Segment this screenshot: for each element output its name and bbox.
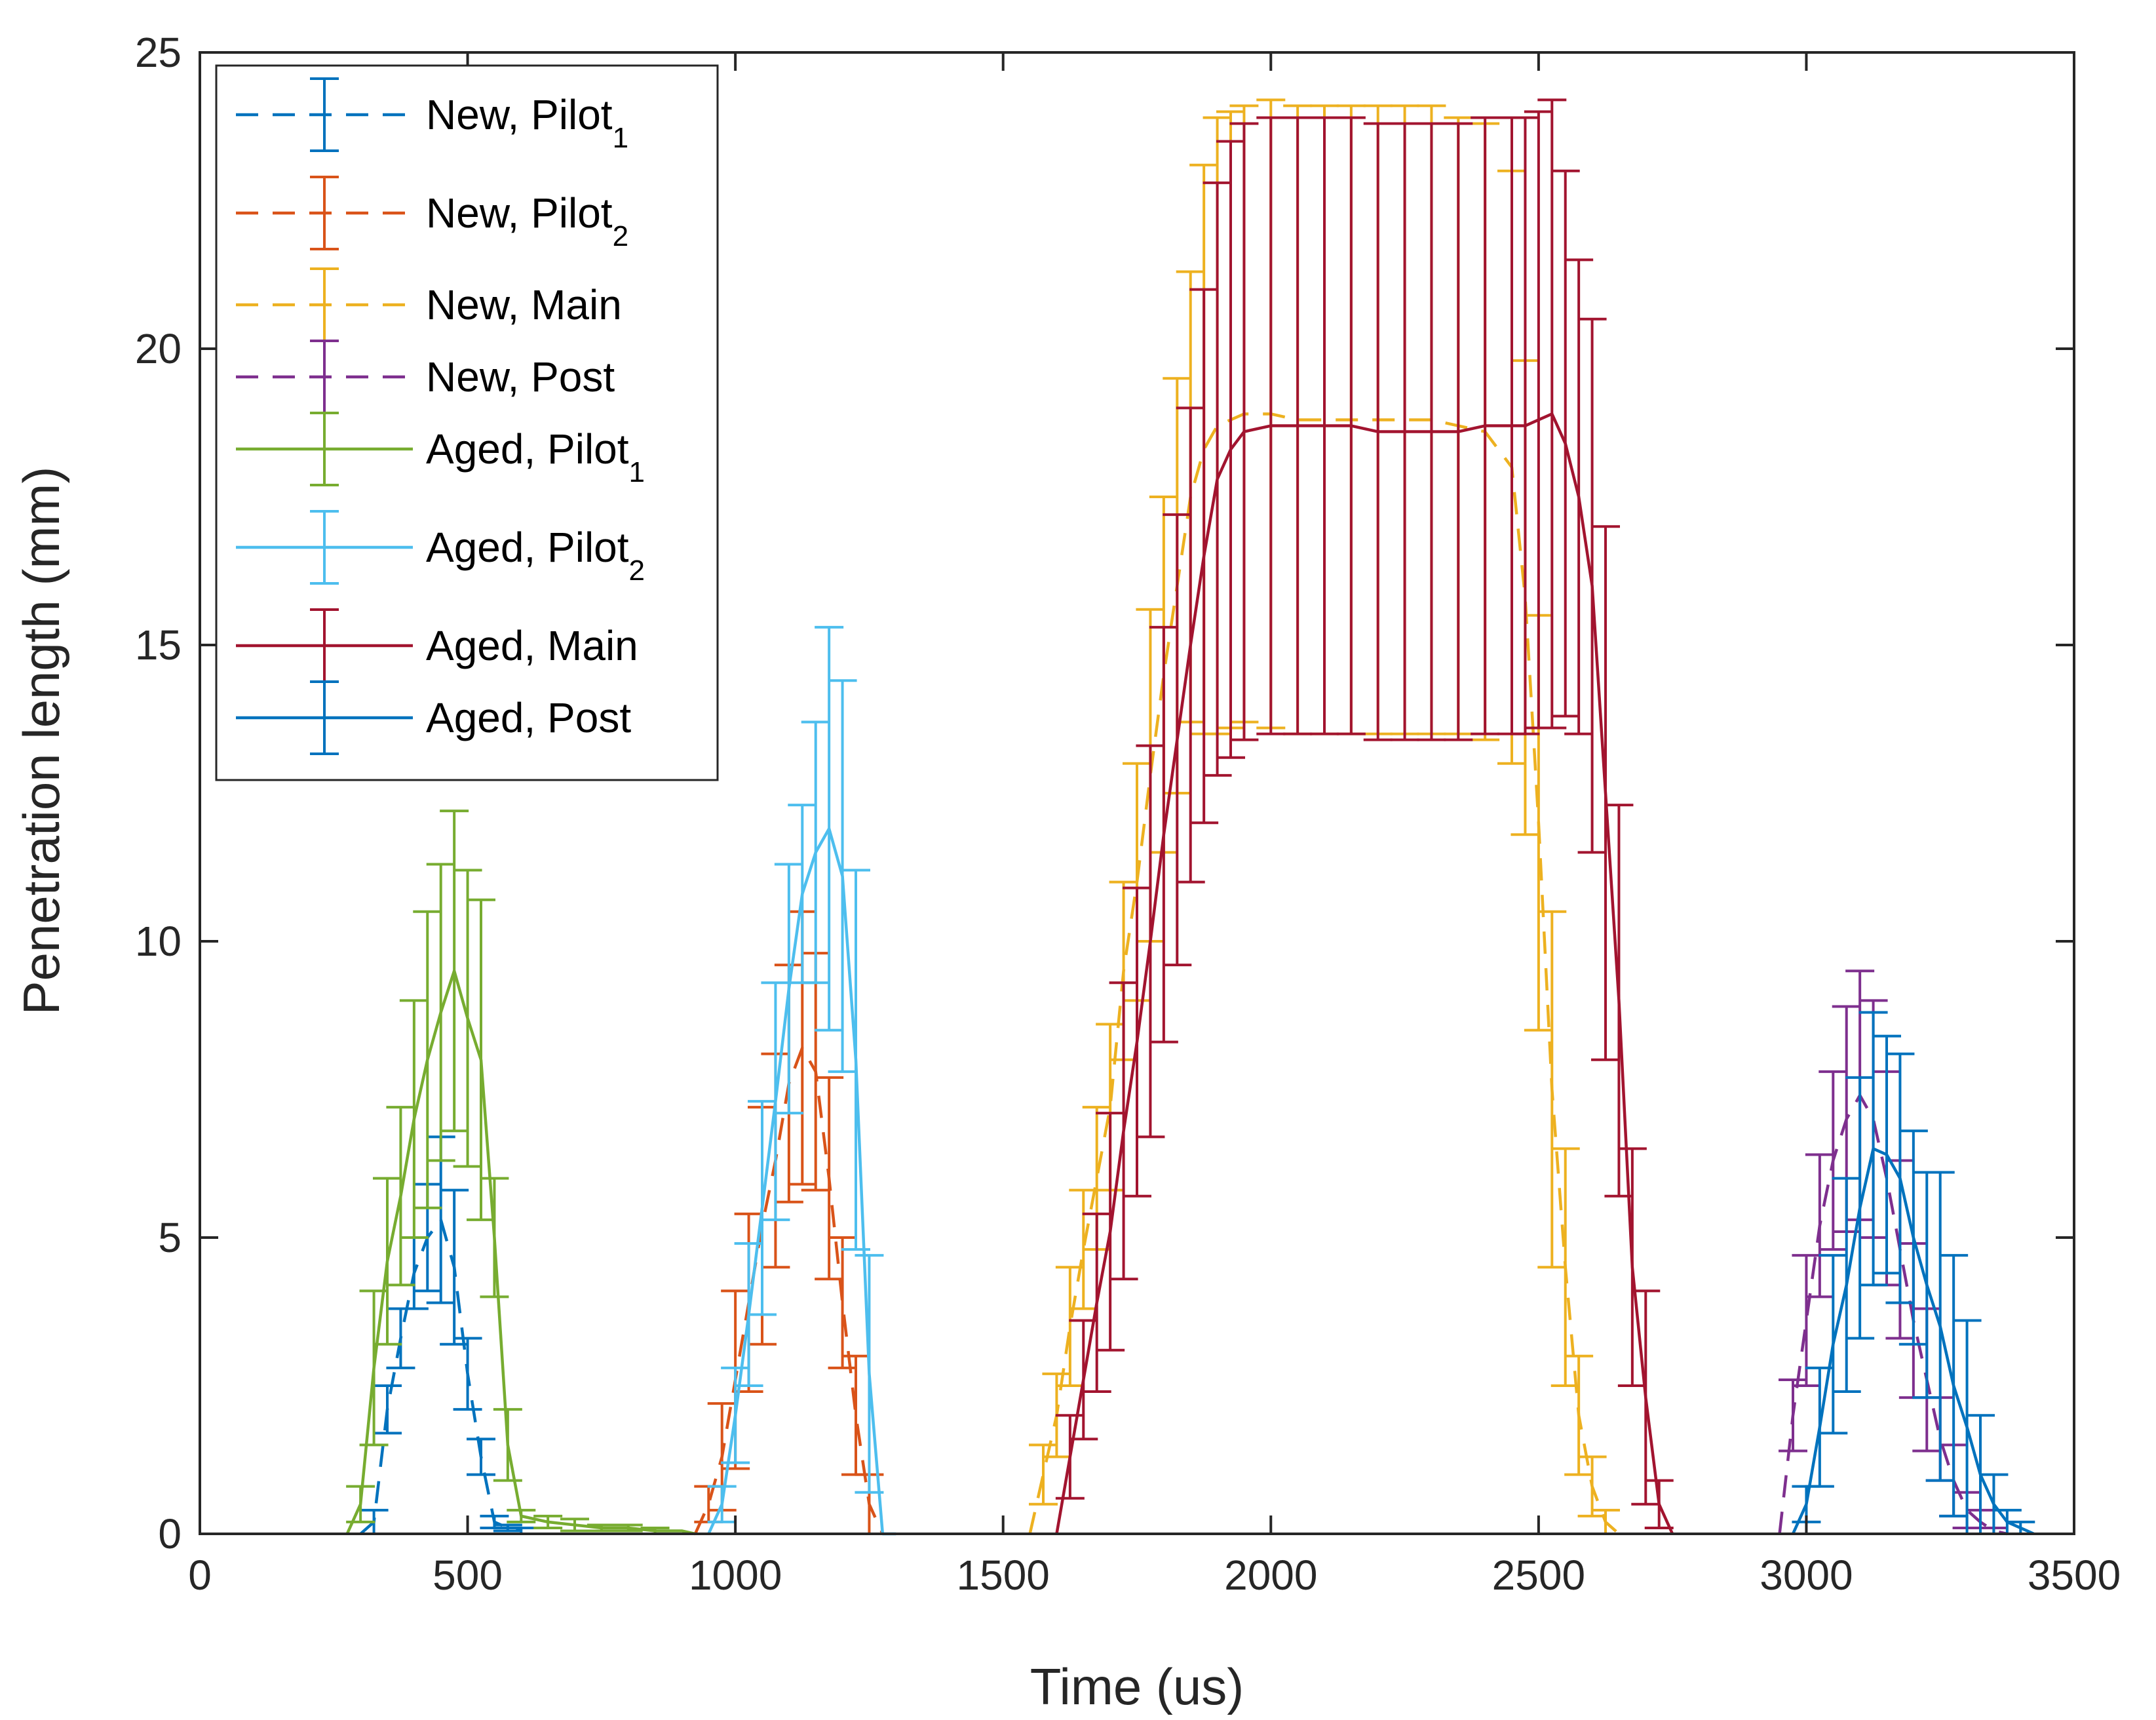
legend-label-subscript: 1: [613, 122, 628, 154]
y-tick-label: 20: [135, 325, 182, 372]
legend-box: [215, 64, 719, 781]
legend-label: Aged, Main: [426, 622, 638, 669]
x-tick-label: 0: [188, 1552, 212, 1599]
series-line: [1055, 412, 1674, 1534]
series-line: [1778, 1093, 2008, 1536]
y-axis-label: Penetration length (mm): [12, 467, 70, 1015]
series-7: [1791, 1011, 2035, 1536]
series-line: [707, 827, 896, 1536]
y-tick-label: 5: [158, 1214, 182, 1261]
legend-entry-3: New, Post: [236, 340, 615, 414]
tick-layer: 0 500 1000 1500 2000 2500 3000 3500 0 5 10 15 20 25: [135, 29, 2121, 1599]
x-tick-label: 1500: [957, 1552, 1050, 1599]
legend-entry-6: Aged, Main: [236, 608, 638, 683]
axes-layer: [199, 51, 2075, 1535]
y-tick-label: 25: [135, 29, 182, 76]
y-tick-label: 0: [158, 1510, 182, 1557]
x-tick-label: 3500: [2028, 1552, 2121, 1599]
legend-label-subscript: 2: [613, 220, 628, 252]
x-tick-label: 500: [433, 1552, 503, 1599]
x-tick-label: 2500: [1492, 1552, 1585, 1599]
y-tick-label: 15: [135, 621, 182, 669]
y-tick-label: 10: [135, 918, 182, 965]
x-axis-label: Time (us): [1030, 1658, 1244, 1715]
x-tick-label: 3000: [1760, 1552, 1853, 1599]
x-tick-label: 1000: [689, 1552, 782, 1599]
axes-frame: [199, 51, 2075, 1535]
series-4: [345, 810, 696, 1536]
x-tick-label: 2000: [1224, 1552, 1317, 1599]
legend-label-subscript: 1: [629, 456, 645, 488]
series-line: [345, 969, 696, 1536]
series-5: [707, 625, 896, 1536]
legend-label: Aged, Post: [426, 694, 631, 741]
legend-label: New, Post: [426, 353, 615, 401]
legend-entry-7: Aged, Post: [236, 680, 631, 755]
series-line: [359, 1218, 522, 1535]
legend-entry-2: New, Main: [236, 267, 622, 342]
legend-label: New, Main: [426, 281, 622, 328]
series-6: [1055, 98, 1674, 1534]
series-line: [1791, 1147, 2035, 1536]
legend-label-subscript: 2: [629, 555, 645, 587]
